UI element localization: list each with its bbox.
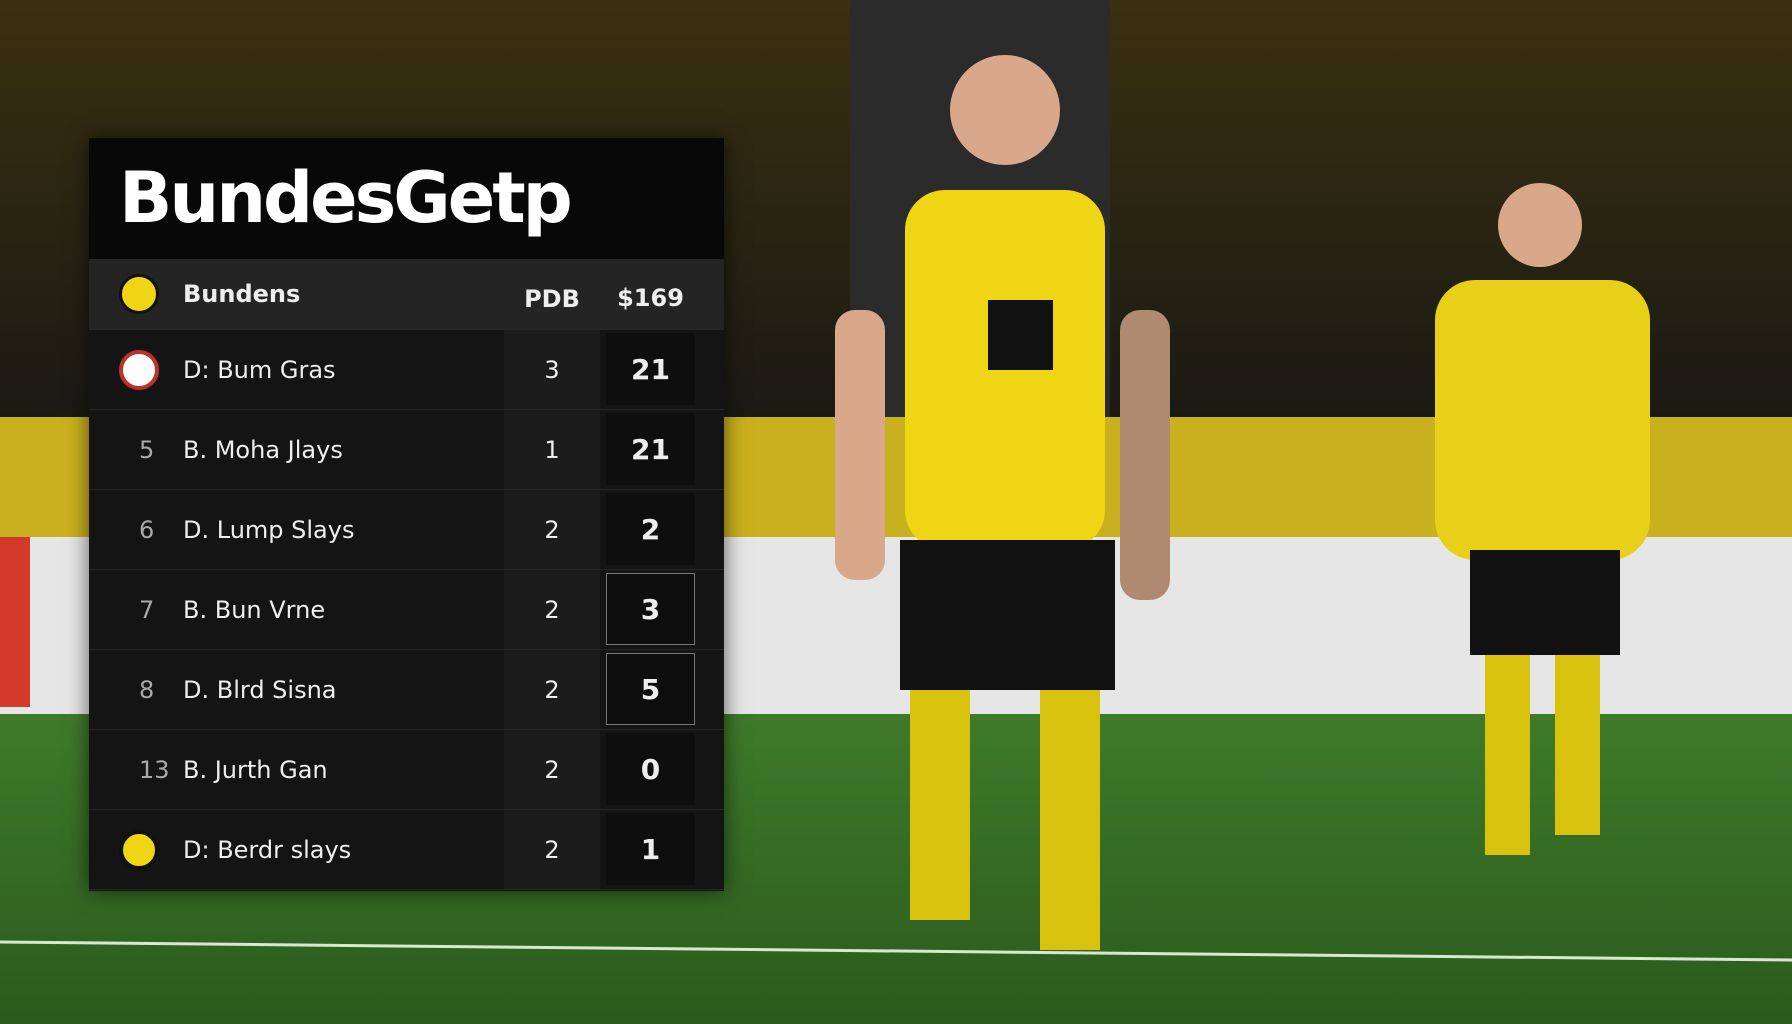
player-main [835, 55, 1170, 950]
player-name: B. Moha Jlays [183, 435, 343, 464]
header-col2: $169 [617, 284, 684, 312]
ad-red [0, 537, 30, 707]
col1-value: 2 [504, 490, 600, 569]
panel-title: BundesGetp [89, 138, 724, 259]
player-name: D: Bum Gras [183, 355, 336, 384]
col1-value: 2 [504, 730, 600, 809]
player-back [1435, 183, 1650, 855]
club-logo [119, 274, 159, 314]
player-name: D: Berdr slays [183, 835, 352, 864]
club-logo [119, 349, 159, 390]
club-logo [119, 829, 159, 870]
col1-value: 1 [504, 410, 600, 489]
col2-value: 1 [606, 813, 695, 885]
col1-value: 2 [504, 570, 600, 649]
table-row: D: Berdr slays 2 1 [89, 810, 724, 890]
table-row: 7 B. Bun Vrne 2 3 [89, 570, 724, 650]
col1-value: 2 [504, 810, 600, 889]
rows: D: Bum Gras 3 21 5 B. Moha Jlays 1 21 6 D. Lump … [89, 330, 724, 890]
col2-value: 5 [606, 653, 695, 725]
col1-value: 3 [504, 330, 600, 409]
header-col1: PDB [524, 284, 580, 313]
header-name: Bundens [183, 280, 301, 308]
pitch-line [0, 940, 1792, 962]
player-name: B. Jurth Gan [183, 755, 328, 784]
col2-value: 3 [606, 573, 695, 645]
table-row: 6 D. Lump Slays 2 2 [89, 490, 724, 570]
player-name: D. Lump Slays [183, 515, 355, 544]
table-row: 8 D. Blrd Sisna 2 5 [89, 650, 724, 730]
col2-value: 0 [606, 733, 695, 805]
table-row: D: Bum Gras 3 21 [89, 330, 724, 410]
table-row: 13 B. Jurth Gan 2 0 [89, 730, 724, 810]
col2-value: 21 [606, 333, 695, 405]
player-name: B. Bun Vrne [183, 595, 326, 624]
col2-value: 2 [606, 493, 695, 565]
header-row: Bundens PDB $169 [89, 259, 724, 330]
col2-value: 21 [606, 413, 695, 485]
col1-value: 2 [504, 650, 600, 729]
table-row: 5 B. Moha Jlays 1 21 [89, 410, 724, 490]
player-name: D. Blrd Sisna [183, 675, 337, 704]
standings-panel: BundesGetp Bundens PDB $169 D: Bum Gras 3… [89, 138, 724, 891]
